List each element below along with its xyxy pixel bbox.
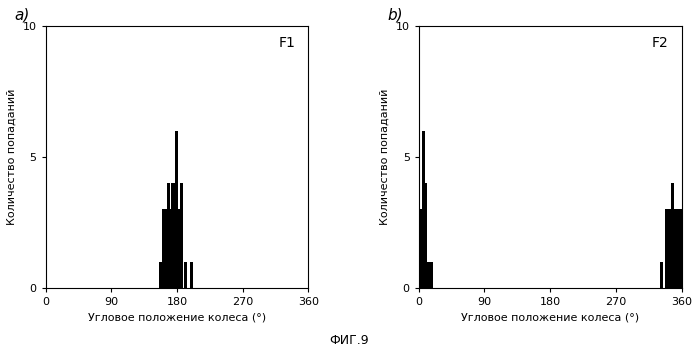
Bar bbox=[674, 209, 677, 288]
Text: b): b) bbox=[387, 7, 403, 22]
Bar bbox=[164, 209, 168, 288]
Bar bbox=[419, 209, 421, 288]
Bar bbox=[668, 209, 670, 288]
Bar bbox=[171, 183, 174, 288]
Bar bbox=[190, 262, 193, 288]
Bar bbox=[173, 183, 176, 288]
Bar bbox=[167, 183, 170, 288]
Bar bbox=[175, 130, 178, 288]
Text: a): a) bbox=[14, 7, 29, 22]
Bar bbox=[431, 262, 433, 288]
Bar bbox=[185, 262, 187, 288]
Bar bbox=[162, 209, 165, 288]
Y-axis label: Количество попаданий: Количество попаданий bbox=[7, 89, 17, 225]
Bar bbox=[670, 183, 674, 288]
Bar bbox=[178, 209, 180, 288]
X-axis label: Угловое положение колеса (°): Угловое положение колеса (°) bbox=[88, 313, 266, 323]
Y-axis label: Количество попаданий: Количество попаданий bbox=[380, 89, 390, 225]
Bar bbox=[421, 130, 424, 288]
Bar bbox=[428, 262, 431, 288]
Bar bbox=[424, 183, 428, 288]
Bar bbox=[679, 209, 682, 288]
Text: ФИГ.9: ФИГ.9 bbox=[330, 334, 369, 347]
X-axis label: Угловое положение колеса (°): Угловое положение колеса (°) bbox=[461, 313, 639, 323]
Text: F2: F2 bbox=[651, 36, 668, 50]
Bar bbox=[665, 209, 668, 288]
Bar bbox=[169, 209, 172, 288]
Bar bbox=[677, 209, 679, 288]
Bar bbox=[180, 183, 182, 288]
Bar bbox=[660, 262, 663, 288]
Bar bbox=[159, 262, 161, 288]
Text: F1: F1 bbox=[278, 36, 295, 50]
